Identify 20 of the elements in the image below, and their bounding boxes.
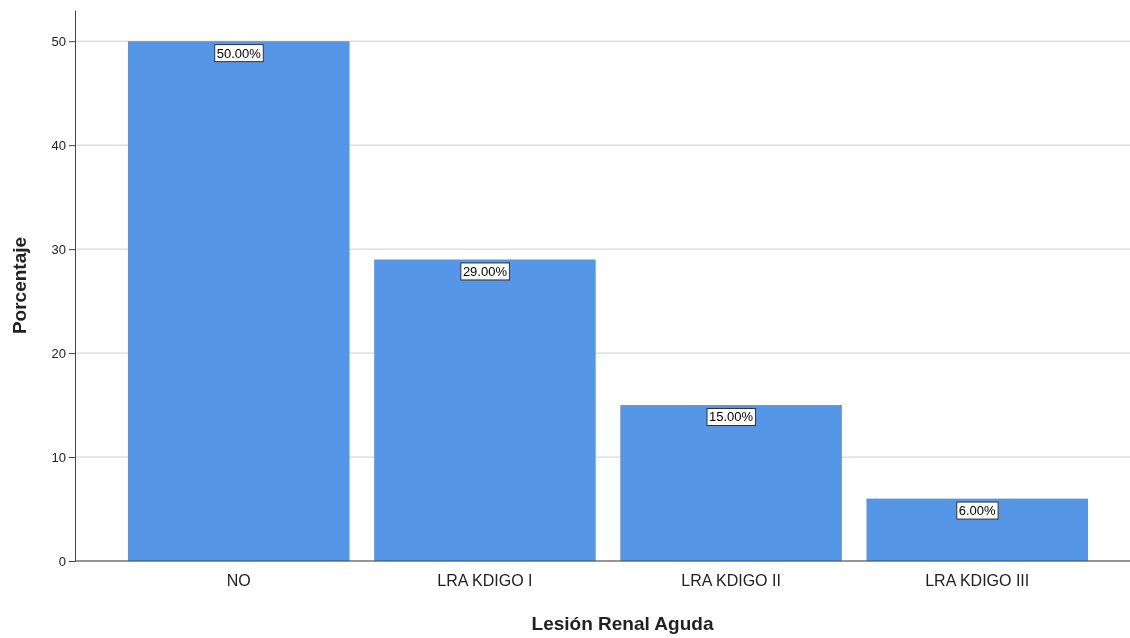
- bar: [128, 41, 350, 561]
- y-tick-label: 50: [51, 33, 66, 49]
- bar: [620, 405, 842, 561]
- x-tick-label: LRA KDIGO III: [925, 572, 1030, 590]
- x-tick-label: NO: [226, 572, 251, 590]
- y-tick-label: 30: [51, 241, 66, 257]
- y-axis-title: Porcentaje: [9, 236, 30, 335]
- data-label: 50.00%: [216, 45, 262, 61]
- data-label: 15.00%: [709, 409, 754, 425]
- x-axis-title: Lesión Renal Aguda: [531, 613, 714, 634]
- y-tick-label: 20: [51, 345, 66, 361]
- x-tick-label: LRA KDIGO I: [437, 572, 533, 590]
- data-label: 29.00%: [462, 263, 508, 279]
- y-tick-label: 10: [51, 449, 66, 465]
- bar: [374, 259, 596, 561]
- y-tick-label: 40: [51, 137, 66, 153]
- bar: [866, 498, 1088, 561]
- x-tick-label: LRA KDIGO II: [681, 572, 781, 590]
- data-label: 6.00%: [958, 503, 997, 519]
- y-tick-label: 0: [58, 553, 66, 569]
